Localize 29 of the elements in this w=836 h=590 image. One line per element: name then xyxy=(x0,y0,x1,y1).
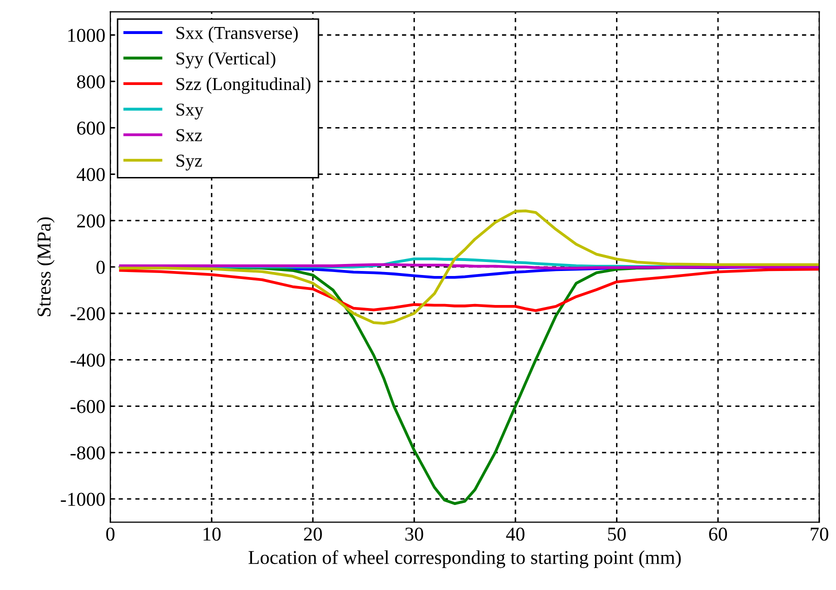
x-axis-title: Location of wheel corresponding to starting point (mm) xyxy=(248,550,681,568)
y-tick-label: -200 xyxy=(70,307,105,320)
x-tick-label: 40 xyxy=(506,528,524,541)
y-tick-label: 1000 xyxy=(68,28,105,42)
line-series xyxy=(119,268,820,312)
legend-label: Syy (Vertical) xyxy=(176,52,276,68)
y-tick-label: -1000 xyxy=(60,492,105,506)
line-series xyxy=(119,209,820,325)
y-tick-label: 200 xyxy=(77,214,105,228)
y-tick-label: 400 xyxy=(76,168,105,182)
x-tick-label: 20 xyxy=(304,528,322,541)
y-axis-title: Stress (MPa) xyxy=(36,217,55,316)
y-tick-label: 600 xyxy=(77,122,105,135)
legend-label: Sxz xyxy=(176,129,202,142)
y-tick-label: -600 xyxy=(70,400,105,414)
legend-label: Sxy xyxy=(176,104,204,120)
x-tick-label: 70 xyxy=(810,528,828,541)
x-tick-label: 10 xyxy=(204,528,221,541)
y-tick-label: 800 xyxy=(77,75,105,88)
y-tick-label: -800 xyxy=(70,446,105,460)
x-tick-label: 0 xyxy=(106,528,114,541)
legend-label: Syz xyxy=(176,154,202,170)
x-tick-label: 50 xyxy=(608,528,626,541)
x-tick-label: 30 xyxy=(405,528,424,541)
y-tick-label: 0 xyxy=(96,260,105,274)
x-tick-label: 60 xyxy=(709,528,727,541)
y-tick-label: -400 xyxy=(70,354,105,367)
legend-label: Szz (Longitudinal) xyxy=(176,77,310,94)
legend-label: Sxx (Transverse) xyxy=(176,26,298,43)
